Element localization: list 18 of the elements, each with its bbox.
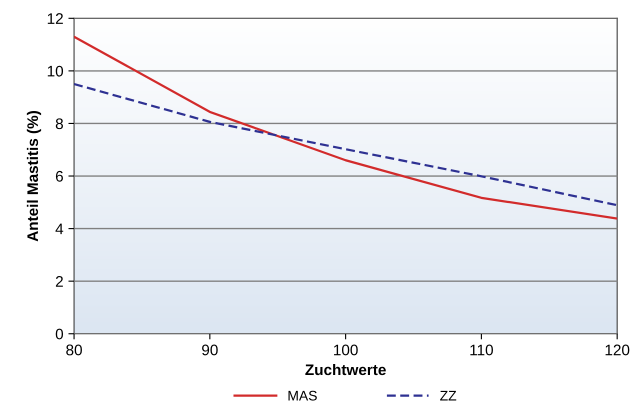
legend-label: ZZ	[440, 390, 456, 400]
x-tick-label: 120	[606, 344, 630, 356]
line-series	[74, 36, 618, 220]
legend-label: MAS	[288, 390, 317, 401]
y-tick-label: 4	[56, 224, 64, 234]
y-tick-label: 12	[48, 13, 63, 24]
y-tick-label: 2	[56, 276, 63, 287]
y-tick-label: 10	[48, 66, 64, 77]
x-tick-label: 80	[66, 344, 82, 356]
y-tick-label: 0	[56, 328, 64, 340]
line-series	[74, 82, 618, 206]
x-tick-label: 100	[334, 344, 358, 356]
y-tick-label: 8	[56, 118, 63, 130]
x-tick-label: 90	[202, 344, 218, 356]
y-axis-title: Anteil Mastitis (%)	[26, 111, 42, 242]
y-tick-label: 6	[56, 170, 63, 182]
x-axis-title: Zuchtwerte	[305, 364, 386, 376]
x-tick-label: 110	[470, 344, 493, 356]
